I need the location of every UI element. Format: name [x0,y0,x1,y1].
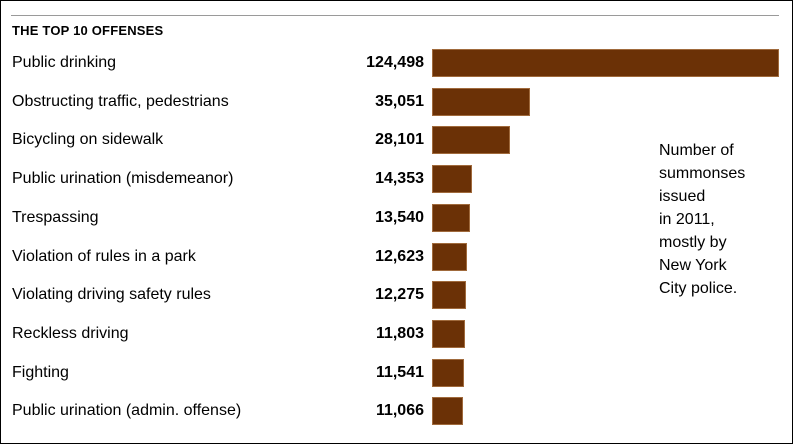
bar-row: Violating driving safety rules 12,275 [1,276,791,314]
bar-row: Trespassing 13,540 [1,199,791,237]
value-label: 11,541 [375,363,424,381]
category-label: Reckless driving [12,324,129,342]
bar [432,319,465,348]
category-label: Fighting [12,363,69,381]
bar [432,49,779,77]
value-label: 13,540 [375,208,424,226]
chart-title: THE TOP 10 OFFENSES [12,23,164,38]
category-label: Violating driving safety rules [12,286,211,304]
value-label: 11,066 [375,402,424,420]
value-label: 11,803 [375,324,424,342]
bar-row: Public drinking 124,498 [1,44,791,82]
bar-row: Violation of rules in a park 12,623 [1,238,791,276]
bar [432,203,470,232]
value-label: 12,275 [375,286,424,304]
chart-annotation: Number of summonses issued in 2011, most… [659,142,746,297]
category-label: Public drinking [12,54,117,71]
value-label: 12,623 [375,247,424,265]
bar [432,281,466,310]
bar-row: Reckless driving 11,803 [1,315,791,353]
bar [432,358,464,387]
bar [432,126,510,155]
bar [432,397,463,426]
bar [432,87,530,116]
value-label: 14,353 [375,170,424,188]
bar-row: Bicycling on sidewalk 28,101 [1,121,791,159]
category-label: Public urination (misdemeanor) [12,170,234,188]
value-label: 124,498 [366,54,424,71]
bar-row: Public urination (misdemeanor) 14,353 [1,160,791,198]
category-label: Trespassing [12,208,99,226]
bar [432,242,467,271]
category-label: Bicycling on sidewalk [12,131,164,149]
bar-row: Public urination (admin. offense) 11,066 [1,392,791,430]
bar [432,165,472,194]
top-rule [11,15,779,16]
bar-row: Fighting 11,541 [1,354,791,392]
category-label: Public urination (admin. offense) [12,402,242,420]
bar-row: Obstructing traffic, pedestrians 35,051 [1,83,791,121]
value-label: 35,051 [375,92,424,110]
category-label: Violation of rules in a park [12,247,196,265]
category-label: Obstructing traffic, pedestrians [12,92,229,110]
value-label: 28,101 [375,131,424,149]
